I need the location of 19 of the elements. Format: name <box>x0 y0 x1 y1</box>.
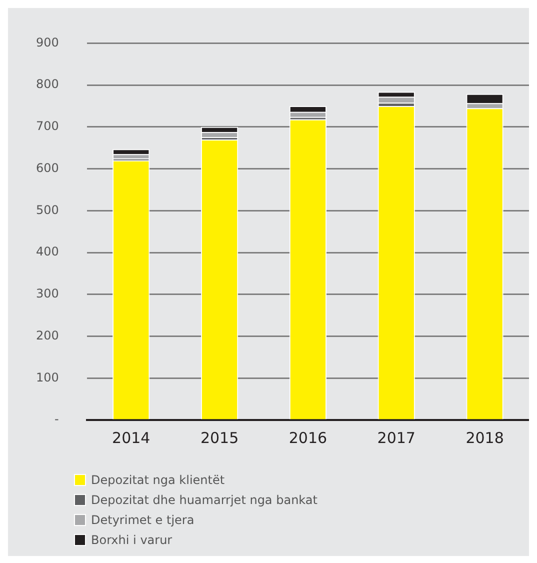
y-tick-label: 800 <box>36 77 59 92</box>
legend-label: Borxhi i varur <box>91 532 172 549</box>
x-tick-label: 2017 <box>377 428 416 447</box>
legend-label: Depozitat nga klientët <box>91 472 225 489</box>
y-tick-label: 300 <box>36 286 59 301</box>
y-tick-label: 600 <box>36 160 59 175</box>
y-tick-label: 200 <box>36 328 59 342</box>
y-tick-label: 700 <box>36 119 59 134</box>
y-tick-label: - <box>54 412 59 426</box>
x-tick-label: 2015 <box>200 428 239 447</box>
y-tick-label: 100 <box>36 370 59 384</box>
legend-label: Depozitat dhe huamarrjet nga bankat <box>91 492 318 509</box>
x-tick-label: 2014 <box>112 428 150 447</box>
x-tick-label: 2016 <box>288 428 328 447</box>
y-tick-label: 400 <box>36 244 59 259</box>
y-tick-label: 500 <box>36 202 59 217</box>
x-tick-label: 2018 <box>466 428 504 447</box>
y-tick-label: 900 <box>36 35 59 50</box>
legend-label: Detyrimet e tjera <box>91 512 194 529</box>
